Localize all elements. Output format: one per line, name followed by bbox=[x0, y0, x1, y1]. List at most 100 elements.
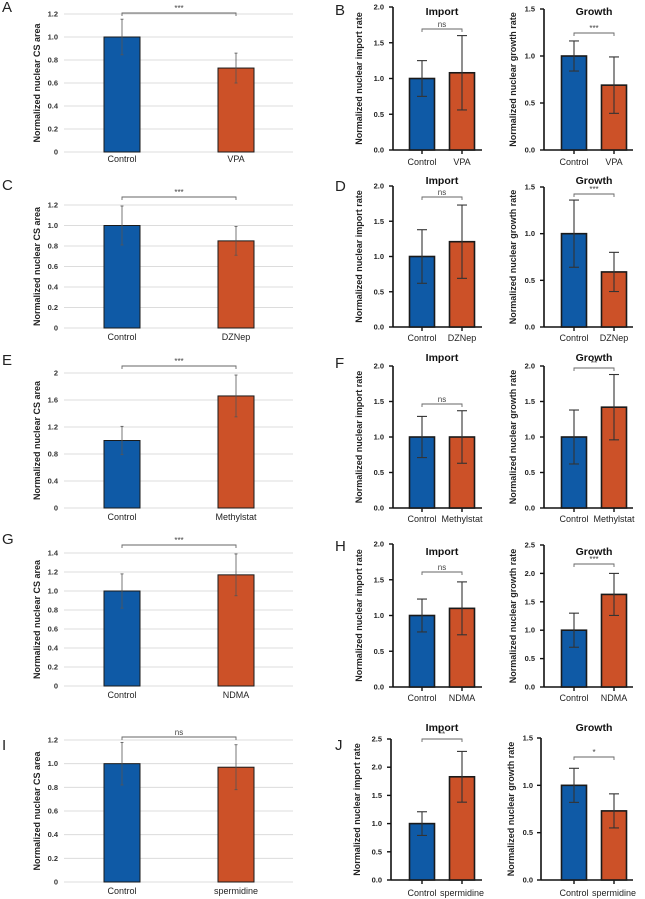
y-tick-label: 0.0 bbox=[523, 876, 533, 885]
significance-label: * bbox=[592, 748, 595, 757]
y-tick-label: 0.0 bbox=[374, 504, 384, 513]
y-tick-label: 1.5 bbox=[525, 397, 535, 406]
significance-bracket bbox=[121, 365, 237, 369]
y-axis-label: Normalized nuclear CS area bbox=[32, 22, 42, 142]
y-tick-label: 0.4 bbox=[48, 283, 59, 292]
panel-label: E bbox=[2, 352, 12, 369]
significance-label: *** bbox=[589, 24, 598, 33]
significance-bracket bbox=[121, 736, 237, 740]
chart-title: Growth bbox=[576, 6, 613, 18]
x-tick-label: Control bbox=[407, 693, 436, 703]
y-axis-label: Normalized nuclear growth rate bbox=[508, 549, 518, 684]
x-tick-label: NDMA bbox=[601, 693, 628, 703]
x-tick-label: spermidine bbox=[592, 888, 636, 898]
y-tick-label: 0.5 bbox=[372, 847, 382, 856]
y-tick-label: 0.8 bbox=[48, 450, 58, 459]
y-tick-label: 0 bbox=[54, 148, 58, 157]
y-tick-label: 2.0 bbox=[374, 362, 384, 371]
chart-title: Import bbox=[426, 175, 459, 187]
significance-bracket bbox=[421, 28, 463, 32]
y-tick-label: 1.0 bbox=[48, 587, 58, 596]
significance-label: ns bbox=[438, 563, 446, 572]
x-tick-label: VPA bbox=[453, 157, 470, 167]
significance-label: *** bbox=[174, 536, 183, 545]
x-tick-label: Control bbox=[407, 333, 436, 343]
y-tick-label: 1.2 bbox=[48, 201, 58, 210]
y-tick-label: 0.5 bbox=[374, 110, 384, 119]
y-tick-label: 1.0 bbox=[523, 781, 533, 790]
y-tick-label: 2.0 bbox=[372, 763, 382, 772]
y-tick-label: 0.5 bbox=[525, 276, 535, 285]
y-tick-label: 2.0 bbox=[374, 540, 384, 549]
x-tick-label: Control bbox=[559, 693, 588, 703]
significance-bracket bbox=[421, 403, 463, 407]
y-tick-label: 0 bbox=[54, 324, 58, 333]
chart-title: Growth bbox=[576, 722, 613, 734]
panel-label: J bbox=[335, 737, 343, 754]
y-tick-label: 1.5 bbox=[374, 397, 384, 406]
y-tick-label: 1.5 bbox=[374, 38, 384, 47]
significance-label: *** bbox=[174, 4, 183, 13]
y-tick-label: 1.5 bbox=[523, 734, 533, 743]
y-axis-label: Normalized nuclear import rate bbox=[354, 549, 364, 682]
panel-label: A bbox=[2, 0, 12, 16]
y-axis-label: Normalized nuclear CS area bbox=[32, 750, 42, 870]
y-tick-label: 1.5 bbox=[372, 791, 382, 800]
y-tick-label: 0.6 bbox=[48, 262, 58, 271]
y-axis-label: Normalized nuclear CS area bbox=[32, 380, 42, 500]
y-tick-label: 0.4 bbox=[48, 830, 59, 839]
chart-panel-i: I 0 0.2 0.4 0.6 0.8 1.0 1.2 Normalized nuclear C… bbox=[2, 728, 293, 896]
y-axis-label: Normalized nuclear import rate bbox=[354, 371, 364, 504]
y-axis-label: Normalized nuclear import rate bbox=[354, 190, 364, 323]
x-tick-label: NDMA bbox=[449, 693, 476, 703]
chart-panel-a: A 0 0.2 0.4 0.6 0.8 1.0 1.2 Normalized nuclear C… bbox=[2, 0, 293, 164]
y-tick-label: 0.6 bbox=[48, 807, 58, 816]
y-tick-label: 0.4 bbox=[48, 477, 59, 486]
y-axis-label: Normalized nuclear growth rate bbox=[506, 742, 516, 877]
x-tick-label: VPA bbox=[605, 157, 622, 167]
chart-panel-b-import: B 0.0 0.5 1.0 1.5 2.0 Import Normalized nuclear… bbox=[335, 2, 482, 167]
chart-title: Import bbox=[426, 6, 459, 18]
y-tick-label: 1.5 bbox=[374, 575, 384, 584]
significance-label: ns bbox=[438, 395, 446, 404]
y-tick-label: 0.4 bbox=[48, 102, 59, 111]
significance-label: ** bbox=[591, 359, 597, 368]
y-tick-label: 0.2 bbox=[48, 663, 58, 672]
x-tick-label: Control bbox=[559, 888, 588, 898]
y-tick-label: 0 bbox=[54, 878, 58, 887]
x-tick-label: Control bbox=[407, 157, 436, 167]
panel-label: F bbox=[335, 355, 344, 372]
chart-panel-h-import: H 0.0 0.5 1.0 1.5 2.0 Import Normalized nuclear… bbox=[335, 538, 482, 703]
significance-label: *** bbox=[174, 357, 183, 366]
y-tick-label: 2.0 bbox=[525, 569, 535, 578]
y-tick-label: 0.2 bbox=[48, 303, 58, 312]
y-tick-label: 1.0 bbox=[48, 759, 58, 768]
y-tick-label: 1.0 bbox=[525, 433, 535, 442]
x-tick-label: NDMA bbox=[223, 690, 250, 700]
chart-title: Growth bbox=[576, 352, 613, 364]
y-tick-label: 1.0 bbox=[372, 819, 382, 828]
y-tick-label: 2 bbox=[54, 369, 58, 378]
significance-bracket bbox=[421, 738, 463, 742]
y-tick-label: 1.0 bbox=[525, 626, 535, 635]
y-tick-label: 0.8 bbox=[48, 606, 58, 615]
y-tick-label: 2.5 bbox=[525, 541, 535, 550]
y-tick-label: 2.5 bbox=[372, 735, 382, 744]
y-axis-label: Normalized nuclear import rate bbox=[352, 743, 362, 876]
y-tick-label: 1.0 bbox=[374, 611, 384, 620]
y-tick-label: 1.0 bbox=[374, 252, 384, 261]
y-tick-label: 1.0 bbox=[48, 33, 58, 42]
chart-title: Growth bbox=[576, 175, 613, 187]
y-tick-label: 0.5 bbox=[525, 99, 535, 108]
significance-bracket bbox=[121, 196, 237, 200]
y-tick-label: 0.5 bbox=[374, 647, 384, 656]
significance-label: *** bbox=[589, 185, 598, 194]
y-tick-label: 0.5 bbox=[525, 468, 535, 477]
panel-label: C bbox=[2, 177, 13, 194]
y-tick-label: 1.2 bbox=[48, 736, 58, 745]
significance-label: ** bbox=[439, 730, 445, 739]
y-tick-label: 0.8 bbox=[48, 56, 58, 65]
x-tick-label: Control bbox=[559, 333, 588, 343]
y-tick-label: 0.0 bbox=[525, 683, 535, 692]
